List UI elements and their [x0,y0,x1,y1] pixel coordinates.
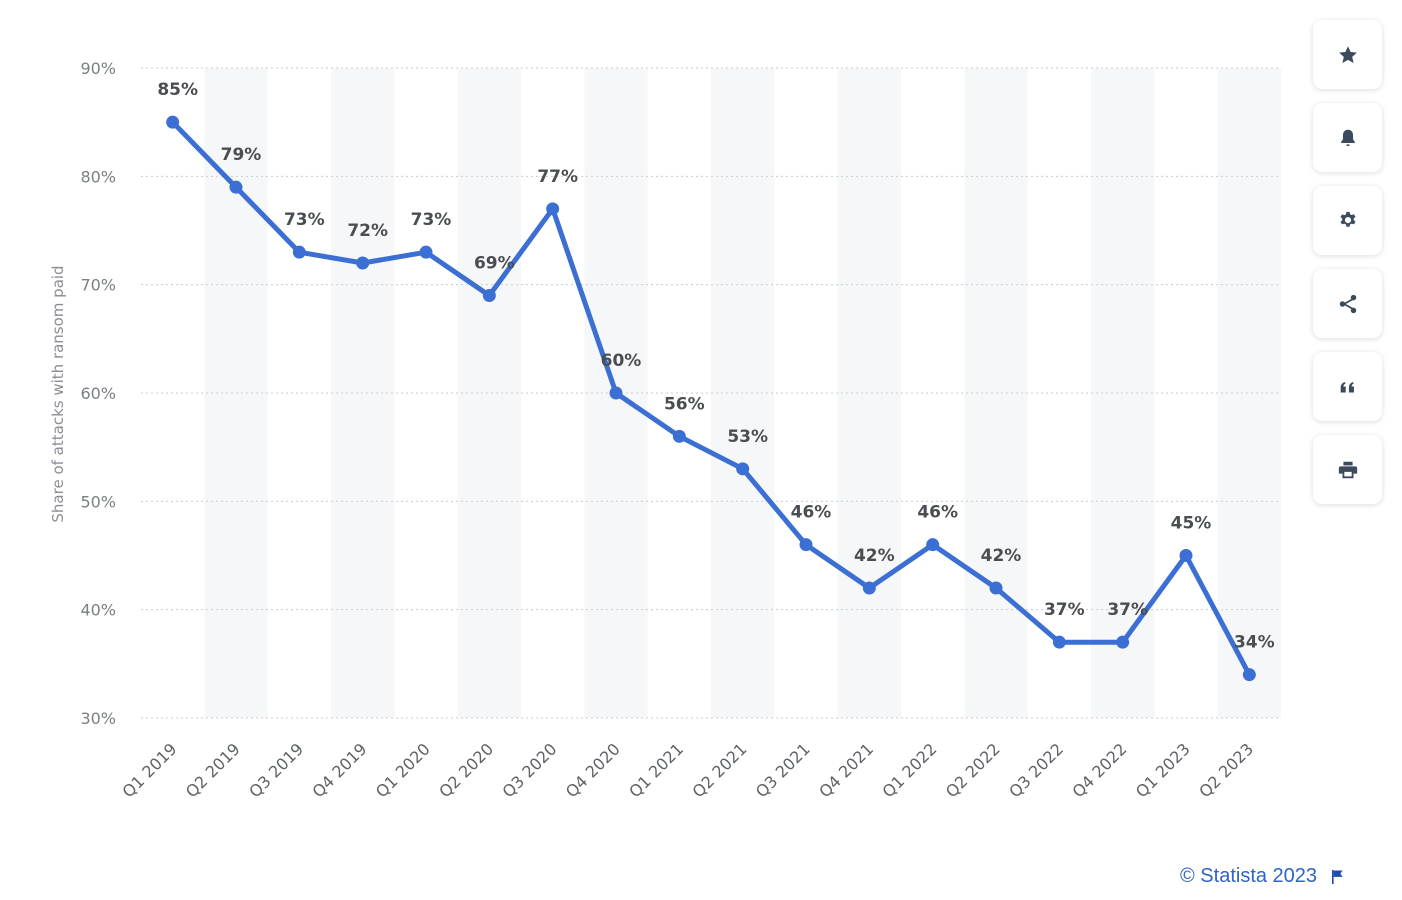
flag-icon[interactable] [1329,869,1345,885]
line-chart: 30% 40% 50% 60% 70% 80% 90% Share of attacks w… [49,59,1281,801]
statista-credit[interactable]: © Statista 2023 [1180,865,1345,888]
notification-button[interactable] [1313,103,1382,172]
x-tick-label: Q3 2021 [752,739,814,801]
column-band [837,68,901,718]
settings-button[interactable] [1313,186,1382,255]
x-tick-label: Q1 2023 [1132,739,1194,801]
data-label: 45% [1171,514,1212,534]
data-label: 34% [1234,633,1275,653]
data-point[interactable] [989,581,1003,595]
data-label: 46% [917,503,958,523]
data-point[interactable] [609,386,623,400]
gear-icon [1339,211,1356,227]
data-label: 73% [411,210,452,230]
chart-toolbar [1313,20,1382,518]
favorite-button[interactable] [1313,20,1382,89]
x-tick-label: Q2 2021 [689,739,751,801]
data-label: 73% [284,210,325,230]
data-point[interactable] [292,245,306,259]
data-point[interactable] [736,462,750,476]
y-tick-label: 80% [80,167,116,186]
x-tick-label: Q2 2022 [942,739,1004,801]
print-button[interactable] [1313,435,1382,504]
data-label: 37% [1044,600,1085,620]
data-label: 60% [601,351,642,371]
bell-icon [1340,129,1355,146]
share-button[interactable] [1313,269,1382,338]
data-point[interactable] [229,180,243,194]
y-tick-label: 60% [80,384,116,403]
y-tick-label: 90% [80,59,116,78]
data-point[interactable] [1052,635,1066,649]
y-tick-label: 70% [80,276,116,295]
data-label: 42% [981,546,1022,566]
data-points [166,115,1256,682]
series-line [170,119,1252,678]
data-point[interactable] [356,256,370,270]
data-label: 85% [157,80,198,100]
quote-icon [1340,381,1354,392]
y-axis-label: Share of attacks with ransom paid [49,265,67,522]
x-tick-label: Q4 2021 [815,739,877,801]
data-label: 77% [537,167,578,187]
y-tick-label: 30% [80,709,116,728]
data-labels: 85% 79% 73% 72% 73% 69% 77% 60% 56% 53% 46% 42% 46% 4… [157,80,1274,653]
data-label: 79% [221,145,262,165]
data-point[interactable] [799,538,813,552]
data-point[interactable] [546,202,560,216]
x-axis-ticks: Q1 2019 Q2 2019 Q3 2019 Q4 2019 Q1 2020 Q2 20… [119,739,1258,801]
data-point[interactable] [419,245,433,259]
data-point[interactable] [166,115,180,129]
y-tick-label: 40% [80,601,116,620]
column-band [457,68,521,718]
data-point[interactable] [1242,668,1256,682]
data-point[interactable] [926,538,940,552]
y-tick-label: 50% [80,492,116,511]
data-point[interactable] [1116,635,1130,649]
data-label: 42% [854,546,895,566]
x-tick-label: Q2 2023 [1195,739,1257,801]
credit-text[interactable]: © Statista 2023 [1180,865,1318,887]
cite-button[interactable] [1313,352,1382,421]
data-label: 56% [664,394,705,414]
x-tick-label: Q1 2022 [879,739,941,801]
x-tick-label: Q3 2022 [1005,739,1067,801]
data-point[interactable] [862,581,876,595]
x-tick-label: Q4 2019 [309,739,371,801]
data-label: 53% [727,427,768,447]
x-tick-label: Q2 2019 [182,739,244,801]
data-point[interactable] [1179,549,1193,562]
data-point[interactable] [672,429,686,443]
data-label: 46% [791,503,832,523]
data-label: 69% [474,254,515,274]
data-point[interactable] [482,289,496,302]
x-tick-label: Q3 2020 [499,739,561,801]
y-axis-ticks: 30% 40% 50% 60% 70% 80% 90% [80,59,116,728]
data-label: 37% [1107,600,1148,620]
x-tick-label: Q4 2020 [562,739,624,801]
x-tick-label: Q3 2019 [245,739,307,801]
x-tick-label: Q1 2020 [372,739,434,801]
x-tick-label: Q1 2021 [625,739,687,801]
x-tick-label: Q2 2020 [435,739,497,801]
x-tick-label: Q4 2022 [1069,739,1131,801]
data-label: 72% [347,221,388,241]
gridlines [141,67,1281,719]
column-band [1217,68,1281,718]
star-icon [1338,45,1357,63]
share-icon [1339,294,1356,313]
x-tick-label: Q1 2019 [119,739,181,801]
print-icon [1338,461,1357,478]
